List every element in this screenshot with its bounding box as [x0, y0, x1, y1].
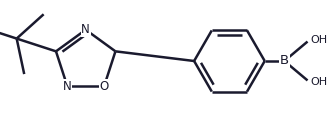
Text: OH: OH [310, 77, 327, 87]
Text: O: O [99, 80, 109, 93]
Text: N: N [63, 80, 72, 93]
Text: B: B [280, 55, 289, 67]
Text: N: N [81, 23, 90, 36]
Text: OH: OH [310, 35, 327, 45]
